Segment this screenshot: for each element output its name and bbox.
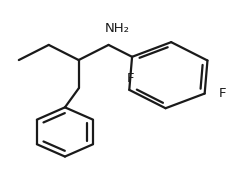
Text: F: F — [218, 87, 226, 100]
Text: NH₂: NH₂ — [105, 22, 130, 35]
Text: F: F — [127, 72, 134, 85]
